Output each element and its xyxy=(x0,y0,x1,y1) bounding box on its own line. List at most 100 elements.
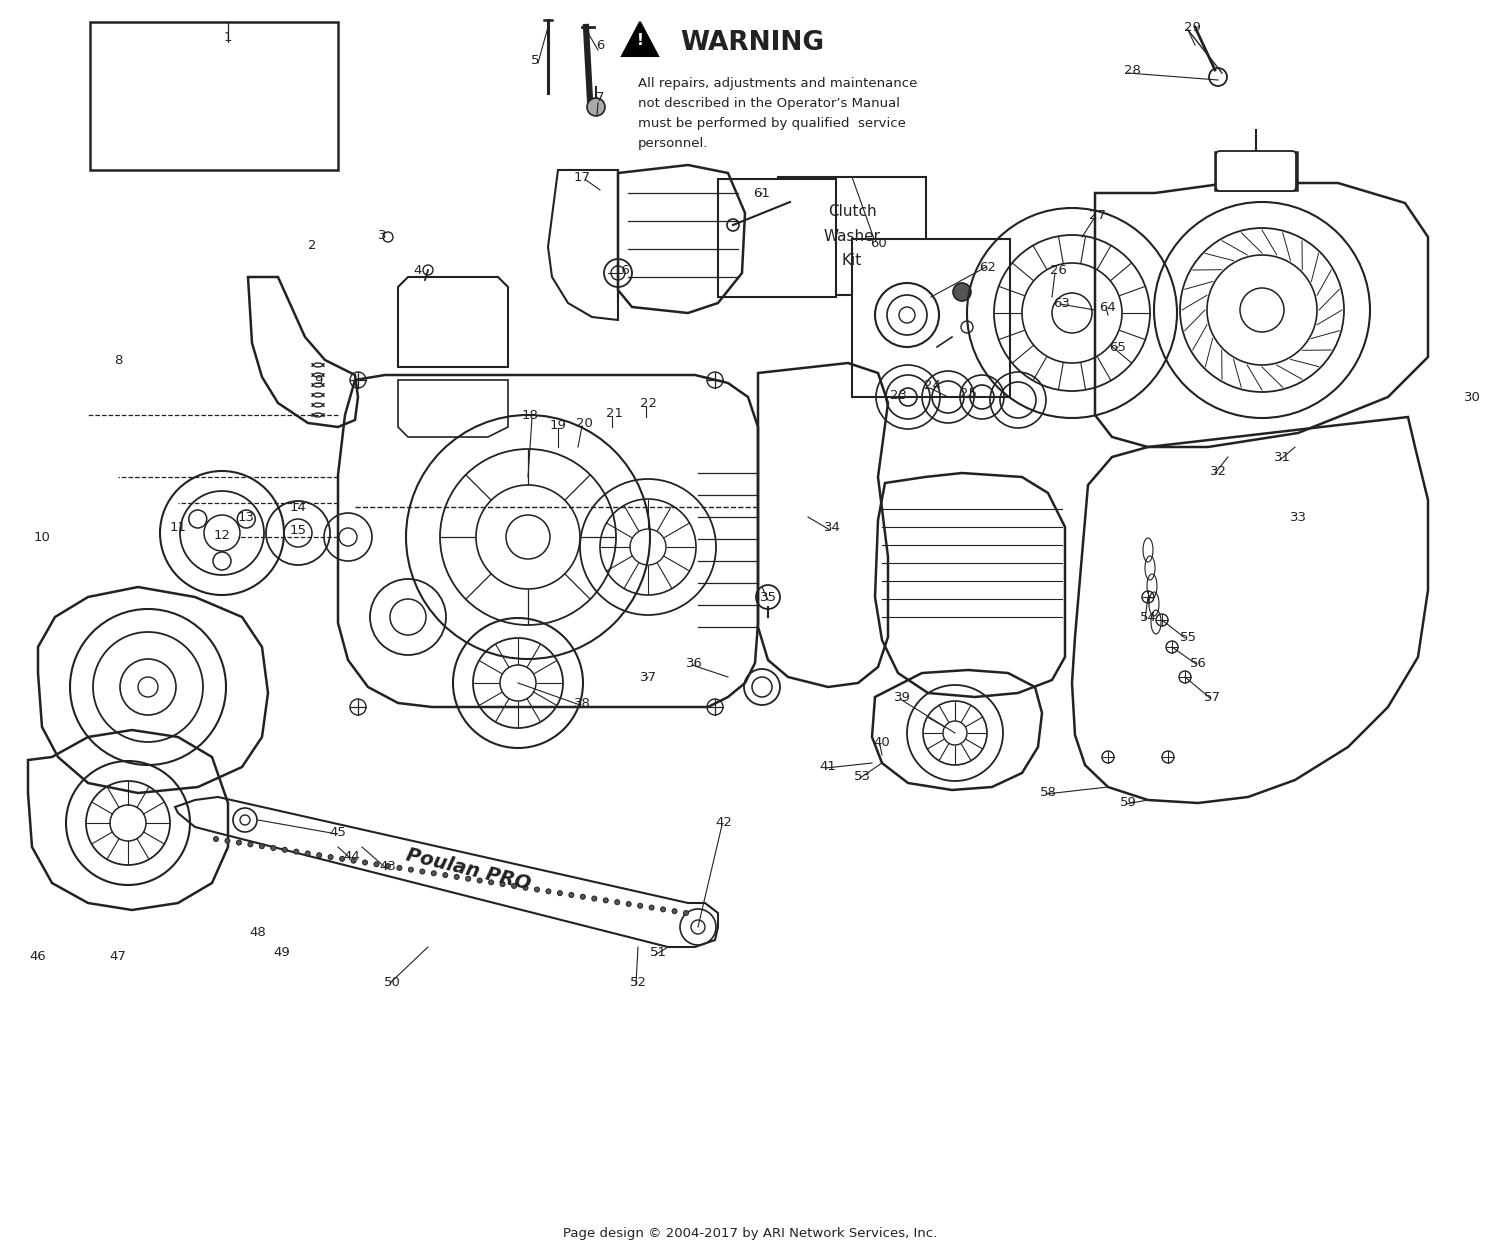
Text: 51: 51 xyxy=(650,946,666,960)
Circle shape xyxy=(580,895,585,900)
Text: 30: 30 xyxy=(1464,390,1480,404)
FancyBboxPatch shape xyxy=(1216,151,1296,191)
Text: 49: 49 xyxy=(273,946,291,960)
Text: 10: 10 xyxy=(33,531,51,543)
Text: 16: 16 xyxy=(614,264,630,276)
Text: 53: 53 xyxy=(853,771,870,783)
Text: Clutch
Washer
Kit: Clutch Washer Kit xyxy=(824,203,880,269)
Circle shape xyxy=(248,842,254,847)
Circle shape xyxy=(477,878,482,884)
Polygon shape xyxy=(622,23,658,56)
Text: 45: 45 xyxy=(330,827,346,840)
Circle shape xyxy=(260,843,264,848)
Text: 27: 27 xyxy=(1089,208,1107,221)
Circle shape xyxy=(546,889,550,894)
Circle shape xyxy=(558,891,562,896)
Text: 19: 19 xyxy=(549,418,567,432)
Circle shape xyxy=(225,838,230,843)
Text: 40: 40 xyxy=(873,737,891,749)
Text: 15: 15 xyxy=(290,523,306,536)
Circle shape xyxy=(316,852,321,857)
Text: 52: 52 xyxy=(630,976,646,989)
Bar xyxy=(1215,152,1298,190)
Text: 44: 44 xyxy=(344,851,360,863)
Bar xyxy=(90,23,338,169)
Text: 64: 64 xyxy=(1100,300,1116,314)
Text: All repairs, adjustments and maintenance
not described in the Operator’s Manual
: All repairs, adjustments and maintenance… xyxy=(638,77,918,151)
Text: 35: 35 xyxy=(759,591,777,604)
Text: 4: 4 xyxy=(414,264,422,276)
Text: 63: 63 xyxy=(1053,296,1071,310)
Text: 39: 39 xyxy=(894,690,910,704)
Text: 59: 59 xyxy=(1119,797,1137,809)
Text: 47: 47 xyxy=(110,950,126,964)
Circle shape xyxy=(398,866,402,871)
Text: 9: 9 xyxy=(314,374,322,387)
Circle shape xyxy=(626,901,632,906)
Circle shape xyxy=(282,847,288,852)
Circle shape xyxy=(363,860,368,865)
Text: 22: 22 xyxy=(639,397,657,409)
Text: 54: 54 xyxy=(1140,610,1156,624)
Circle shape xyxy=(672,909,676,914)
Circle shape xyxy=(500,881,506,886)
Text: 26: 26 xyxy=(1050,264,1066,276)
Bar xyxy=(718,179,836,297)
Text: 41: 41 xyxy=(819,761,837,773)
Text: 36: 36 xyxy=(686,656,702,669)
Text: 55: 55 xyxy=(1179,630,1197,644)
Circle shape xyxy=(339,856,345,861)
Text: 37: 37 xyxy=(639,670,657,684)
Text: 13: 13 xyxy=(237,511,255,523)
Text: 8: 8 xyxy=(114,354,122,366)
Circle shape xyxy=(304,851,310,856)
Circle shape xyxy=(237,840,242,845)
Circle shape xyxy=(351,858,355,863)
Circle shape xyxy=(213,837,219,842)
Text: 32: 32 xyxy=(1209,464,1227,477)
Circle shape xyxy=(294,850,298,855)
Text: 34: 34 xyxy=(824,521,840,533)
Circle shape xyxy=(465,876,471,881)
Text: 28: 28 xyxy=(1124,64,1140,77)
Text: 38: 38 xyxy=(573,697,591,709)
Text: 42: 42 xyxy=(716,817,732,830)
Circle shape xyxy=(660,907,666,912)
Text: 61: 61 xyxy=(753,187,771,200)
Text: 18: 18 xyxy=(522,408,538,422)
Bar xyxy=(778,177,926,295)
Circle shape xyxy=(952,282,970,301)
Text: 3: 3 xyxy=(378,228,387,241)
Circle shape xyxy=(615,900,620,905)
Text: 46: 46 xyxy=(30,950,46,964)
Circle shape xyxy=(534,887,540,892)
Text: 5: 5 xyxy=(531,54,540,67)
Text: 60: 60 xyxy=(870,236,886,250)
Text: 65: 65 xyxy=(1110,340,1126,354)
Circle shape xyxy=(489,880,494,885)
Text: 43: 43 xyxy=(380,861,396,873)
Text: 25: 25 xyxy=(960,387,976,399)
Text: 29: 29 xyxy=(1184,20,1200,34)
Text: 33: 33 xyxy=(1290,511,1306,523)
Circle shape xyxy=(272,846,276,851)
Circle shape xyxy=(420,868,424,873)
Circle shape xyxy=(386,863,390,868)
Circle shape xyxy=(684,910,688,915)
Circle shape xyxy=(638,904,642,909)
Text: 24: 24 xyxy=(924,379,940,392)
Text: 62: 62 xyxy=(980,261,996,274)
Text: WARNING: WARNING xyxy=(680,30,824,56)
Circle shape xyxy=(374,862,380,867)
Text: 23: 23 xyxy=(890,389,906,402)
Circle shape xyxy=(408,867,414,872)
Circle shape xyxy=(603,897,609,902)
Circle shape xyxy=(432,871,436,876)
Text: 31: 31 xyxy=(1274,451,1290,463)
Circle shape xyxy=(524,885,528,890)
Circle shape xyxy=(512,884,516,889)
Text: 56: 56 xyxy=(1190,656,1206,669)
Circle shape xyxy=(568,892,574,897)
Text: 48: 48 xyxy=(249,926,267,940)
Circle shape xyxy=(328,855,333,860)
